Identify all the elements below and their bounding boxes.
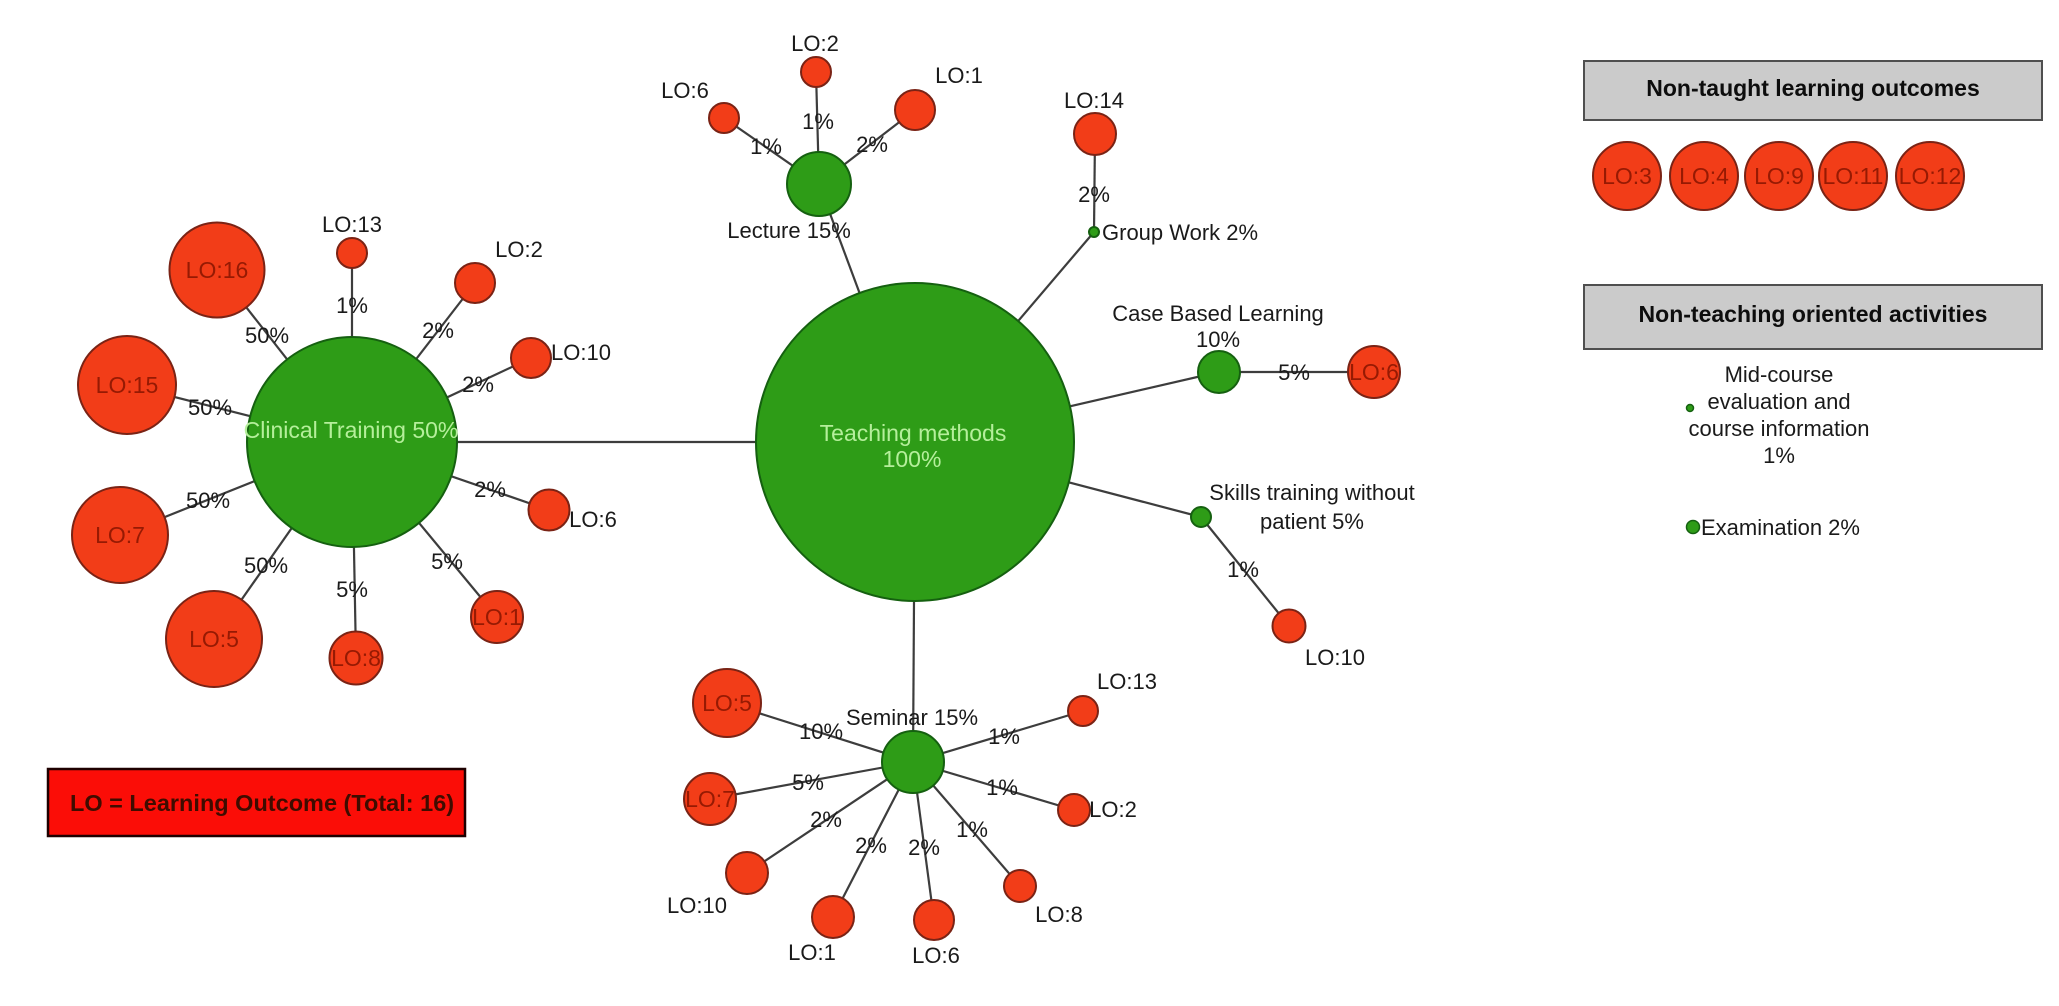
svg-text:LO:6: LO:6 xyxy=(912,943,960,968)
svg-text:1%: 1% xyxy=(750,134,782,159)
svg-text:2%: 2% xyxy=(810,807,842,832)
svg-text:Non-teaching oriented activiti: Non-teaching oriented activities xyxy=(1639,301,1988,327)
svg-text:1%: 1% xyxy=(802,109,834,134)
svg-text:2%: 2% xyxy=(462,372,494,397)
svg-text:LO:6: LO:6 xyxy=(569,507,617,532)
svg-text:Clinical Training 50%: Clinical Training 50% xyxy=(244,417,459,443)
svg-text:LO:1: LO:1 xyxy=(935,63,983,88)
svg-text:LO:1: LO:1 xyxy=(472,604,522,630)
svg-text:5%: 5% xyxy=(1278,360,1310,385)
svg-text:2%: 2% xyxy=(856,132,888,157)
svg-text:evaluation and: evaluation and xyxy=(1707,389,1850,414)
svg-text:Case Based Learning: Case Based Learning xyxy=(1112,301,1324,326)
svg-text:1%: 1% xyxy=(986,775,1018,800)
svg-text:50%: 50% xyxy=(186,488,230,513)
svg-text:LO:8: LO:8 xyxy=(331,645,381,671)
svg-text:LO:2: LO:2 xyxy=(495,237,543,262)
svg-text:1%: 1% xyxy=(336,293,368,318)
svg-text:Mid-course: Mid-course xyxy=(1725,362,1834,387)
svg-text:Examination 2%: Examination 2% xyxy=(1701,515,1860,540)
svg-text:5%: 5% xyxy=(336,577,368,602)
svg-text:2%: 2% xyxy=(855,833,887,858)
svg-text:1%: 1% xyxy=(988,724,1020,749)
svg-text:1%: 1% xyxy=(1227,557,1259,582)
svg-text:Skills training without: Skills training without xyxy=(1209,480,1414,505)
svg-text:LO:7: LO:7 xyxy=(95,522,145,548)
svg-text:Lecture 15%: Lecture 15% xyxy=(727,218,851,243)
svg-text:2%: 2% xyxy=(1078,182,1110,207)
svg-text:10%: 10% xyxy=(799,719,843,744)
svg-text:LO:5: LO:5 xyxy=(189,626,239,652)
svg-text:LO:8: LO:8 xyxy=(1035,902,1083,927)
svg-text:LO:7: LO:7 xyxy=(685,786,735,812)
svg-text:Non-taught learning outcomes: Non-taught learning outcomes xyxy=(1646,75,1980,101)
svg-text:LO:1: LO:1 xyxy=(788,940,836,965)
svg-text:LO:5: LO:5 xyxy=(702,690,752,716)
svg-text:patient 5%: patient 5% xyxy=(1260,509,1364,534)
svg-text:LO:2: LO:2 xyxy=(1089,797,1137,822)
svg-text:LO:13: LO:13 xyxy=(1097,669,1157,694)
svg-text:Teaching methods: Teaching methods xyxy=(820,420,1007,446)
svg-text:10%: 10% xyxy=(1196,327,1240,352)
svg-text:LO:4: LO:4 xyxy=(1679,163,1729,189)
svg-text:Seminar 15%: Seminar 15% xyxy=(846,705,978,730)
svg-text:LO:14: LO:14 xyxy=(1064,88,1124,113)
svg-text:LO:11: LO:11 xyxy=(1823,163,1884,189)
svg-text:LO:10: LO:10 xyxy=(667,893,727,918)
svg-text:2%: 2% xyxy=(422,318,454,343)
svg-text:LO:9: LO:9 xyxy=(1754,163,1804,189)
svg-text:LO:16: LO:16 xyxy=(186,257,249,283)
svg-text:LO:6: LO:6 xyxy=(1349,359,1399,385)
svg-text:LO:12: LO:12 xyxy=(1899,163,1962,189)
svg-text:50%: 50% xyxy=(245,323,289,348)
svg-text:5%: 5% xyxy=(792,770,824,795)
svg-text:2%: 2% xyxy=(908,835,940,860)
svg-text:LO:3: LO:3 xyxy=(1602,163,1652,189)
svg-text:50%: 50% xyxy=(244,553,288,578)
svg-text:100%: 100% xyxy=(883,446,942,472)
svg-text:LO:10: LO:10 xyxy=(551,340,611,365)
svg-text:Group Work 2%: Group Work 2% xyxy=(1102,220,1258,245)
svg-text:LO:6: LO:6 xyxy=(661,78,709,103)
svg-text:1%: 1% xyxy=(1763,443,1795,468)
svg-text:1%: 1% xyxy=(956,817,988,842)
svg-text:5%: 5% xyxy=(431,549,463,574)
svg-text:LO = Learning Outcome (Total:: LO = Learning Outcome (Total: 16) xyxy=(70,790,454,816)
svg-text:LO:10: LO:10 xyxy=(1305,645,1365,670)
svg-text:50%: 50% xyxy=(188,395,232,420)
svg-text:2%: 2% xyxy=(474,477,506,502)
svg-text:LO:2: LO:2 xyxy=(791,31,839,56)
svg-text:LO:15: LO:15 xyxy=(96,372,159,398)
svg-text:LO:13: LO:13 xyxy=(322,212,382,237)
svg-text:course information: course information xyxy=(1689,416,1870,441)
